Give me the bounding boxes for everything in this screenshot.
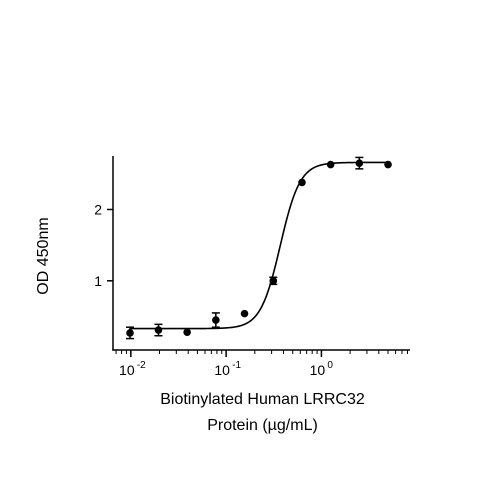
data-point-7 <box>326 160 335 169</box>
data-point-9 <box>384 160 392 169</box>
x-tick-label-1: 10 <box>214 362 230 378</box>
x-tick-label-2: 10 <box>310 362 326 378</box>
data-point-3 <box>212 316 220 324</box>
y-tick-label-0: 1 <box>94 273 102 289</box>
data-point-4 <box>240 309 249 318</box>
y-tick-label-1: 2 <box>94 201 102 217</box>
fit-curve-0 <box>129 161 390 330</box>
y-axis-title: OD 450nm <box>35 217 52 294</box>
data-point-2 <box>183 328 191 336</box>
data-points <box>125 156 392 340</box>
x-axis-title-line-1: Protein (µg/mL) <box>207 417 318 434</box>
x-tick-exponent-0: -2 <box>137 360 146 371</box>
data-point-5 <box>269 277 278 285</box>
x-tick-label-0: 10 <box>119 362 135 378</box>
x-axis-title-line-0: Biotinylated Human LRRC32 <box>160 391 365 408</box>
data-point-8 <box>355 159 364 167</box>
x-tick-exponent-1: -1 <box>232 360 241 371</box>
data-point-6 <box>298 178 306 187</box>
axis-labels: Biotinylated Human LRRC32 Protein (µg/mL)… <box>35 217 365 434</box>
x-tick-exponent-2: 0 <box>327 360 333 371</box>
data-point-1 <box>154 326 163 334</box>
data-point-0 <box>126 329 134 337</box>
fit-curve-layer <box>129 161 390 330</box>
